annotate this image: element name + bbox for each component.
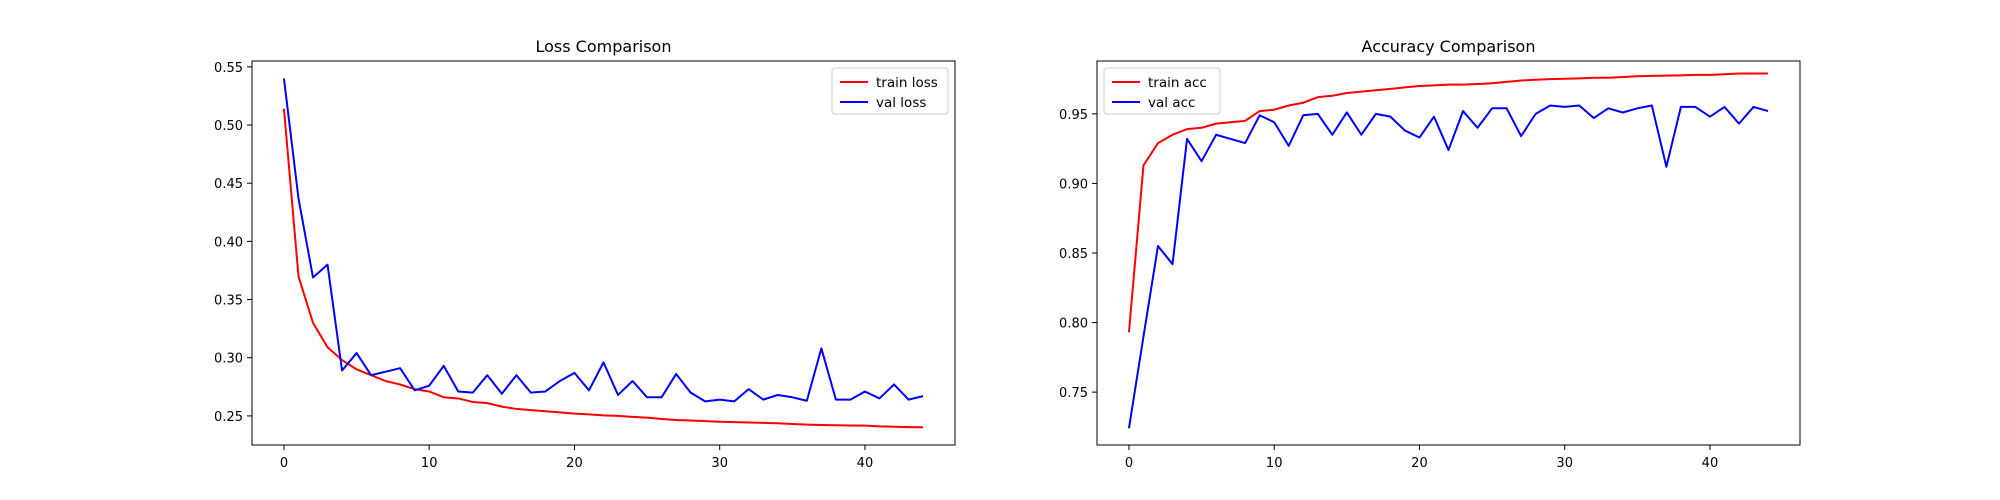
accuracy-x-tick-label-40: 40: [1702, 456, 1719, 471]
legend-label-val-loss: val loss: [876, 95, 926, 111]
loss-chart: Loss Comparison 0 10 20 30 40 0.25 0.30 0.35 0.4…: [214, 37, 956, 471]
loss-chart-title: Loss Comparison: [536, 37, 672, 56]
loss-x-tick-label-0: 0: [280, 456, 288, 471]
legend-label-train-loss: train loss: [876, 75, 938, 91]
accuracy-x-tick-label-0: 0: [1125, 456, 1133, 471]
legend-label-val-acc: val acc: [1148, 95, 1195, 111]
loss-series-layer: [282, 78, 924, 429]
accuracy-y-tick-label-0-85: 0.85: [1059, 247, 1088, 262]
loss-x-tick-label-40: 40: [857, 456, 874, 471]
loss-y-tick-label-0-55: 0.55: [214, 61, 243, 76]
series-line-val-acc: [1127, 104, 1769, 429]
accuracy-axis-layer: 0 10 20 30 40 0.75 0.80 0.85 0.90 0.95: [1059, 60, 1801, 471]
accuracy-legend: train acc val acc: [1103, 67, 1221, 115]
loss-axis-layer: 0 10 20 30 40 0.25 0.30 0.35 0.40 0.45 0.50 0.55: [214, 60, 956, 471]
accuracy-series-layer: [1127, 72, 1769, 429]
loss-y-tick-label-0-50: 0.50: [214, 119, 243, 134]
accuracy-chart-title: Accuracy Comparison: [1362, 37, 1536, 56]
loss-legend: train loss val loss: [831, 67, 949, 115]
loss-y-tick-label-0-40: 0.40: [214, 235, 243, 250]
loss-y-tick-label-0-25: 0.25: [214, 410, 243, 425]
accuracy-y-tick-label-0-80: 0.80: [1059, 317, 1088, 332]
accuracy-x-tick-label-10: 10: [1266, 456, 1283, 471]
accuracy-x-tick-label-30: 30: [1556, 456, 1573, 471]
accuracy-y-tick-label-0-75: 0.75: [1059, 386, 1088, 401]
series-line-train-acc: [1127, 72, 1769, 333]
accuracy-x-tick-label-20: 20: [1411, 456, 1428, 471]
accuracy-chart: Accuracy Comparison 0 10 20 30 40 0.75 0.80 0.8…: [1059, 37, 1801, 471]
loss-x-tick-label-30: 30: [711, 456, 728, 471]
loss-x-tick-label-20: 20: [566, 456, 583, 471]
loss-y-tick-label-0-45: 0.45: [214, 177, 243, 192]
legend-label-train-acc: train acc: [1148, 75, 1207, 91]
accuracy-y-tick-label-0-95: 0.95: [1059, 108, 1088, 123]
loss-x-tick-label-10: 10: [421, 456, 438, 471]
series-line-train-loss: [282, 108, 924, 429]
accuracy-y-tick-label-0-90: 0.90: [1059, 177, 1088, 192]
series-line-val-loss: [282, 78, 924, 403]
loss-y-tick-label-0-35: 0.35: [214, 294, 243, 309]
loss-axes-frame: [251, 60, 956, 446]
loss-y-tick-label-0-30: 0.30: [214, 352, 243, 367]
